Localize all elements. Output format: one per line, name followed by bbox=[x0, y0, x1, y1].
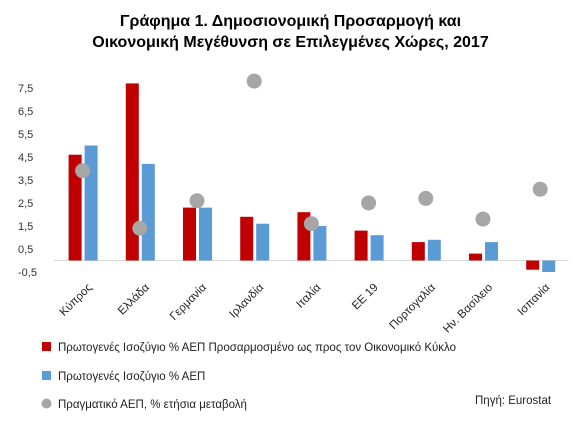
bar-adjusted-balance bbox=[240, 216, 254, 261]
dot-real-gdp bbox=[75, 163, 91, 179]
source-note: Πηγή: Eurostat bbox=[475, 395, 552, 407]
category-label: Ην. Βασίλειο bbox=[441, 282, 495, 336]
y-tick-label: 5,5 bbox=[18, 129, 33, 141]
legend-swatch bbox=[42, 371, 51, 380]
y-tick-label: 6,5 bbox=[18, 106, 33, 118]
bar-primary-balance bbox=[256, 223, 270, 261]
legend-swatch bbox=[41, 398, 52, 409]
legend: Πρωτογενές Ισοζύγιο % ΑΕΠ Προσαρμοσμένο … bbox=[41, 342, 456, 411]
dots-group bbox=[75, 73, 548, 236]
dot-real-gdp bbox=[189, 193, 205, 209]
category-label: Ισπανία bbox=[516, 281, 553, 318]
category-label: Κύπρος bbox=[58, 281, 95, 318]
y-tick-label: 3,5 bbox=[18, 175, 33, 187]
bar-adjusted-balance bbox=[354, 230, 368, 261]
chart-title-line-2: Οικονομική Μεγέθυνση σε Επιλεγμένες Χώρε… bbox=[92, 34, 489, 51]
y-tick-label: -0,5 bbox=[18, 267, 37, 279]
bar-adjusted-balance bbox=[411, 242, 425, 261]
y-tick-label: 7,5 bbox=[18, 83, 33, 95]
bar-adjusted-balance bbox=[125, 83, 139, 261]
bar-primary-balance bbox=[199, 207, 212, 261]
bar-primary-balance bbox=[485, 242, 498, 261]
legend-label: Πρωτογενές Ισοζύγιο % ΑΕΠ bbox=[58, 371, 205, 383]
legend-swatch bbox=[42, 342, 51, 351]
category-label: Γερμανία bbox=[168, 281, 209, 322]
dot-real-gdp bbox=[132, 220, 148, 236]
y-tick-label: 0,5 bbox=[18, 244, 33, 256]
dot-real-gdp bbox=[418, 190, 434, 206]
bar-adjusted-balance bbox=[526, 260, 540, 270]
legend-label: Πραγματικό ΑΕΠ, % ετήσια μεταβολή bbox=[58, 399, 247, 411]
y-axis: 7,5 6,5 5,5 4,5 3,5 2,5 1,5 0,5 -0,5 bbox=[18, 83, 37, 279]
dot-real-gdp bbox=[303, 216, 319, 232]
bar-primary-balance bbox=[370, 235, 384, 261]
y-tick-label: 1,5 bbox=[18, 221, 33, 233]
category-label: ΕΕ 19 bbox=[350, 282, 381, 313]
category-label: Ιρλανδία bbox=[227, 281, 266, 320]
dot-real-gdp bbox=[246, 73, 262, 89]
bar-primary-balance bbox=[313, 226, 327, 261]
category-label: Πορτογαλία bbox=[388, 281, 439, 332]
chart-title-line-1: Γράφημα 1. Δημοσιονομική Προσαρμογή και bbox=[119, 13, 462, 30]
legend-label: Πρωτογενές Ισοζύγιο % ΑΕΠ Προσαρμοσμένο … bbox=[58, 342, 456, 354]
bar-primary-balance bbox=[427, 239, 441, 261]
bar-primary-balance bbox=[141, 163, 155, 261]
dot-real-gdp bbox=[475, 211, 491, 227]
bar-adjusted-balance bbox=[68, 154, 82, 261]
category-labels: Κύπρος Ελλάδα Γερμανία Ιρλανδία Ιταλία ΕΕ 19 Π… bbox=[58, 281, 553, 335]
y-tick-label: 2,5 bbox=[18, 198, 33, 210]
bar-primary-balance bbox=[84, 145, 98, 261]
category-label: Ελλάδα bbox=[116, 281, 152, 317]
dot-real-gdp bbox=[532, 181, 548, 197]
category-label: Ιταλία bbox=[294, 281, 323, 310]
y-tick-label: 4,5 bbox=[18, 152, 33, 164]
dot-real-gdp bbox=[361, 195, 377, 211]
bar-adjusted-balance bbox=[183, 207, 196, 261]
chart-title: Γράφημα 1. Δημοσιονομική Προσαρμογή και … bbox=[0, 11, 581, 53]
bar-adjusted-balance bbox=[469, 253, 482, 261]
bars-group bbox=[68, 83, 556, 272]
bar-primary-balance bbox=[542, 260, 556, 272]
